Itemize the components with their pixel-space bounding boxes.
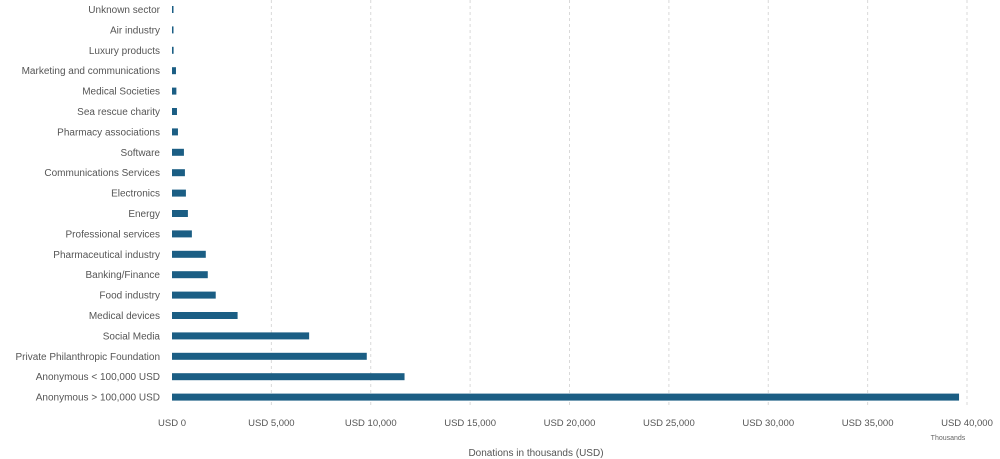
category-label: Medical Societies xyxy=(82,87,160,98)
bar xyxy=(172,67,176,75)
category-label: Energy xyxy=(128,209,160,220)
category-label: Communications Services xyxy=(44,168,160,179)
bar xyxy=(172,169,185,177)
bar xyxy=(172,128,178,136)
category-label: Medical devices xyxy=(89,311,160,322)
x-tick-label: USD 35,000 xyxy=(842,418,894,429)
category-label: Sea rescue charity xyxy=(77,107,160,118)
x-tick-label: USD 40,000 xyxy=(941,418,993,429)
bar xyxy=(172,393,960,401)
bar xyxy=(172,373,405,381)
bar xyxy=(172,250,206,258)
category-label: Unknown sector xyxy=(88,5,160,16)
bar xyxy=(172,352,367,360)
x-tick-label: USD 20,000 xyxy=(544,418,596,429)
category-label: Marketing and communications xyxy=(22,66,160,77)
x-tick-label-layer: USD 0 USD 5,000 USD 10,000 USD 15,000 USD 20… xyxy=(158,418,993,429)
category-label: Anonymous > 100,000 USD xyxy=(36,393,160,404)
category-label: Electronics xyxy=(111,189,160,200)
category-label: Air industry xyxy=(110,25,160,36)
bar xyxy=(172,46,174,54)
x-tick-label: USD 25,000 xyxy=(643,418,695,429)
x-tick-label: USD 30,000 xyxy=(742,418,794,429)
bar xyxy=(172,312,238,319)
bar xyxy=(172,291,216,299)
x-axis-title: Donations in thousands (USD) xyxy=(468,448,603,459)
category-label: Anonymous < 100,000 USD xyxy=(36,372,160,383)
x-tick-label: USD 10,000 xyxy=(345,418,397,429)
category-label-layer: Unknown sector Air industry Luxury product… xyxy=(15,5,160,404)
category-label: Pharmaceutical industry xyxy=(53,250,160,261)
category-label: Luxury products xyxy=(89,46,160,57)
bar xyxy=(172,26,174,34)
bar-layer xyxy=(172,6,960,401)
bar xyxy=(172,271,208,279)
category-label: Private Philanthropic Foundation xyxy=(15,352,160,363)
bar xyxy=(172,6,174,13)
bar xyxy=(172,230,192,238)
category-label: Banking/Finance xyxy=(86,270,161,281)
bar xyxy=(172,108,177,115)
x-tick-label: USD 5,000 xyxy=(248,418,294,429)
category-label: Pharmacy associations xyxy=(57,127,160,138)
bar xyxy=(172,87,177,95)
bar xyxy=(172,189,186,197)
x-axis-unit-label: Thousands xyxy=(931,435,966,442)
bar xyxy=(172,148,184,156)
grid-layer xyxy=(270,0,968,405)
bar xyxy=(172,332,310,340)
x-tick-label: USD 15,000 xyxy=(444,418,496,429)
category-label: Social Media xyxy=(103,331,161,342)
category-label: Food industry xyxy=(99,291,160,302)
category-label: Software xyxy=(121,148,161,159)
category-label: Professional services xyxy=(66,229,160,240)
x-tick-label: USD 0 xyxy=(158,418,186,429)
bar xyxy=(172,210,188,217)
